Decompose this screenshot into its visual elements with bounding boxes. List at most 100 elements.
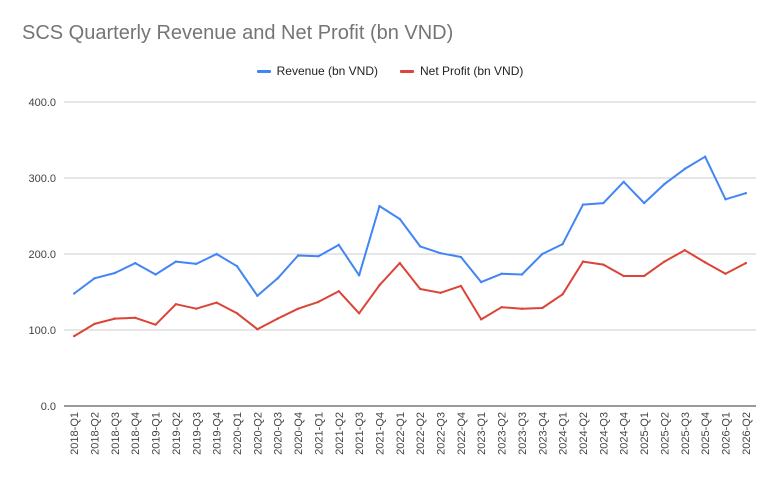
x-tick-label: 2023-Q2 xyxy=(497,412,509,455)
x-tick-label: 2023-Q4 xyxy=(537,412,549,455)
legend-item-net-profit: Net Profit (bn VND) xyxy=(400,64,523,78)
data-point-net-profit xyxy=(195,307,198,310)
data-point-net-profit xyxy=(134,316,137,320)
data-point-revenue xyxy=(398,217,402,221)
y-tick-label: 300.0 xyxy=(28,173,56,185)
data-point-revenue xyxy=(296,254,300,257)
data-point-revenue xyxy=(378,204,381,208)
x-tick-label: 2025-Q3 xyxy=(680,412,692,455)
x-tick-label: 2022-Q1 xyxy=(395,412,407,455)
y-tick-label: 100.0 xyxy=(28,325,56,337)
legend: Revenue (bn VND) Net Profit (bn VND) xyxy=(0,64,780,78)
data-point-net-profit xyxy=(480,318,483,321)
data-point-net-profit xyxy=(113,317,117,320)
data-point-net-profit xyxy=(561,293,564,296)
series-line-revenue xyxy=(73,155,747,297)
data-point-net-profit xyxy=(663,260,666,263)
data-point-net-profit xyxy=(317,300,320,304)
x-tick-label: 2024-Q2 xyxy=(578,412,590,455)
data-point-revenue xyxy=(72,292,76,295)
data-point-net-profit xyxy=(337,290,340,293)
data-point-revenue xyxy=(541,252,544,256)
data-point-revenue xyxy=(602,201,605,205)
x-tick-label: 2022-Q2 xyxy=(415,412,427,455)
data-point-net-profit xyxy=(296,307,300,310)
data-point-revenue xyxy=(418,245,422,248)
data-point-net-profit xyxy=(520,307,524,310)
data-point-net-profit xyxy=(93,322,96,326)
x-tick-label: 2026-Q1 xyxy=(720,412,732,455)
x-tick-label: 2021-Q1 xyxy=(313,412,325,455)
data-point-revenue xyxy=(581,203,585,206)
x-tick-label: 2018-Q3 xyxy=(110,412,122,455)
data-point-net-profit xyxy=(174,302,178,306)
data-point-revenue xyxy=(113,271,117,275)
data-point-revenue xyxy=(480,280,483,284)
data-point-net-profit xyxy=(744,261,748,265)
x-tick-label: 2022-Q4 xyxy=(456,412,468,455)
x-tick-label: 2024-Q4 xyxy=(619,412,631,455)
x-tick-label: 2019-Q3 xyxy=(191,412,203,455)
x-tick-label: 2019-Q4 xyxy=(212,412,224,455)
x-tick-label: 2024-Q3 xyxy=(598,412,610,455)
data-point-revenue xyxy=(744,192,748,195)
data-point-revenue xyxy=(703,155,707,158)
data-point-net-profit xyxy=(581,260,585,263)
data-point-revenue xyxy=(500,272,503,275)
x-tick-label: 2026-Q2 xyxy=(741,412,753,455)
data-point-net-profit xyxy=(703,261,707,264)
data-point-revenue xyxy=(174,260,178,263)
data-point-revenue xyxy=(154,273,157,276)
x-tick-label: 2021-Q3 xyxy=(354,412,366,455)
data-point-revenue xyxy=(622,180,625,183)
data-point-net-profit xyxy=(459,284,463,288)
x-tick-label: 2018-Q4 xyxy=(130,412,142,455)
data-point-revenue xyxy=(93,277,96,280)
data-point-revenue xyxy=(642,201,646,205)
x-tick-label: 2024-Q1 xyxy=(558,412,570,455)
data-point-net-profit xyxy=(541,306,544,310)
x-tick-label: 2025-Q1 xyxy=(639,412,651,455)
data-point-revenue xyxy=(134,261,137,265)
data-point-net-profit xyxy=(398,261,402,265)
data-point-net-profit xyxy=(215,301,218,304)
series-line-net-profit xyxy=(73,249,747,337)
x-tick-label: 2020-Q4 xyxy=(293,412,305,455)
data-point-net-profit xyxy=(418,287,422,291)
data-point-net-profit xyxy=(235,312,239,315)
x-tick-label: 2023-Q3 xyxy=(517,412,529,455)
data-point-net-profit xyxy=(357,312,361,315)
data-point-revenue xyxy=(317,255,320,258)
y-tick-label: 400.0 xyxy=(28,97,56,109)
x-tick-label: 2019-Q2 xyxy=(171,412,183,455)
x-tick-label: 2021-Q2 xyxy=(334,412,346,455)
data-point-revenue xyxy=(724,198,727,201)
legend-item-revenue: Revenue (bn VND) xyxy=(256,64,379,78)
data-point-revenue xyxy=(195,262,198,266)
data-point-revenue xyxy=(683,167,686,171)
data-point-revenue xyxy=(663,182,666,186)
data-point-revenue xyxy=(215,252,218,256)
data-point-net-profit xyxy=(256,328,259,331)
x-tick-label: 2018-Q1 xyxy=(69,412,81,455)
data-point-revenue xyxy=(459,255,463,259)
legend-swatch-net-profit xyxy=(400,69,415,73)
legend-label-revenue: Revenue (bn VND) xyxy=(276,64,379,78)
legend-label-net-profit: Net Profit (bn VND) xyxy=(420,64,524,78)
data-point-revenue xyxy=(256,294,259,297)
data-point-net-profit xyxy=(378,283,381,287)
data-point-revenue xyxy=(235,264,239,268)
data-point-revenue xyxy=(439,252,442,255)
y-tick-label: 200.0 xyxy=(28,249,56,261)
x-tick-label: 2020-Q1 xyxy=(232,412,244,455)
data-point-revenue xyxy=(337,243,340,247)
x-tick-label: 2022-Q3 xyxy=(436,412,448,455)
x-tick-label: 2025-Q2 xyxy=(659,412,671,455)
chart-title: SCS Quarterly Revenue and Net Profit (bn… xyxy=(22,22,454,44)
data-point-revenue xyxy=(520,273,524,276)
x-tick-label: 2020-Q3 xyxy=(273,412,285,455)
data-point-net-profit xyxy=(642,274,646,278)
data-point-net-profit xyxy=(276,317,279,320)
data-point-net-profit xyxy=(154,323,157,326)
